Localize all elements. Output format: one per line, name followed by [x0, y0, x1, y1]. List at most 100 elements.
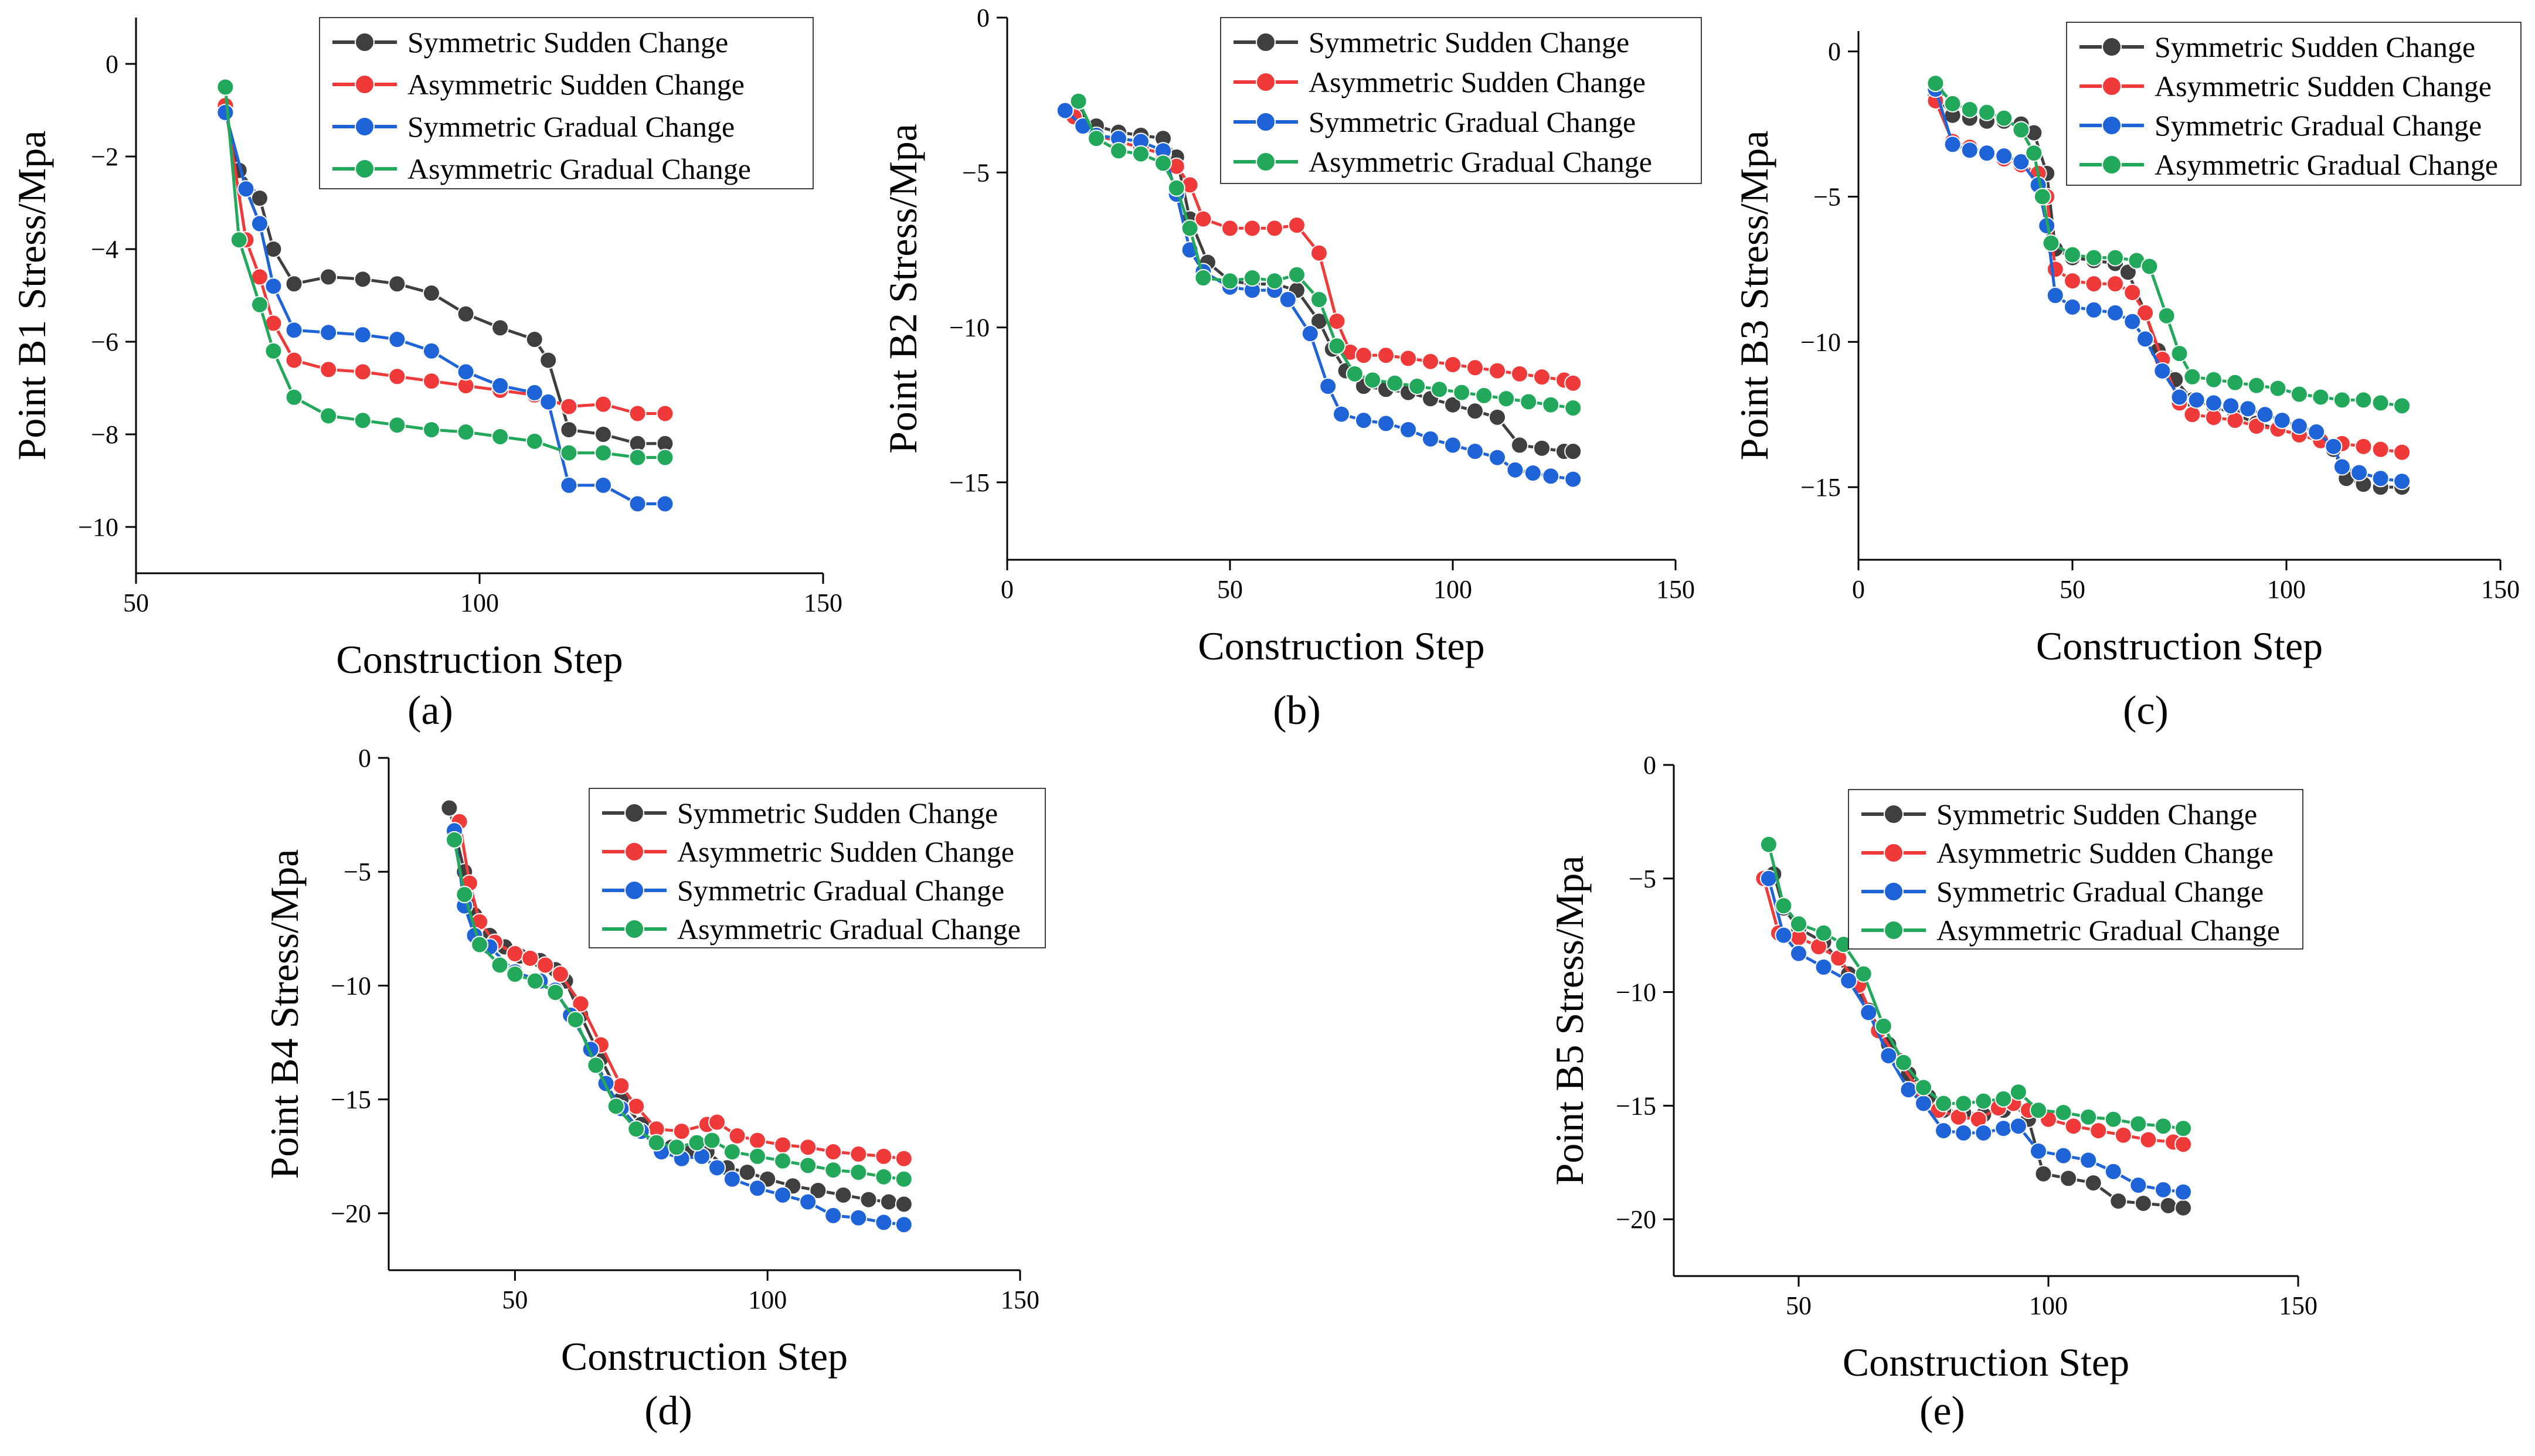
legend-frame [1848, 789, 2303, 950]
data-point [824, 1206, 842, 1224]
data-point [506, 965, 524, 984]
data-point [774, 1136, 792, 1154]
y-tick-label: −10 [1616, 978, 1656, 1007]
series-line [223, 87, 665, 459]
data-point [2333, 458, 2351, 476]
data-point [1345, 365, 1364, 383]
data-point [2312, 388, 2330, 406]
panel-label: (c) [2123, 688, 2169, 733]
data-point [647, 1134, 665, 1152]
data-point [440, 799, 458, 817]
data-point [895, 1170, 913, 1188]
legend-label: Asymmetric Sudden Change [1309, 66, 1646, 98]
legend-label: Symmetric Gradual Change [407, 110, 735, 143]
data-point [875, 1213, 893, 1232]
data-point [594, 426, 612, 443]
data-point [1955, 1094, 1973, 1113]
data-point [1110, 142, 1127, 160]
data-point [895, 1195, 913, 1213]
data-point [525, 432, 543, 450]
data-point [879, 1193, 898, 1211]
data-point [1533, 439, 1551, 457]
data-point [285, 351, 303, 369]
data-point [2064, 298, 2081, 316]
chart-panel-4: 50 100 150 0 −5 −10 −15 −20 Construction Step Poi… [262, 744, 1046, 1434]
data-point [1874, 1017, 1892, 1035]
data-point [2123, 312, 2142, 331]
data-point [216, 103, 235, 121]
data-point [1564, 470, 1582, 488]
data-point [1466, 402, 1484, 420]
data-point [2012, 121, 2030, 139]
legend-frame [589, 788, 1046, 948]
data-point [1088, 130, 1105, 148]
data-point [672, 1122, 691, 1141]
data-point [594, 476, 612, 494]
data-point [506, 945, 524, 963]
data-point [2129, 1176, 2147, 1194]
data-point [1840, 972, 1858, 990]
legend-marker [1884, 804, 1904, 824]
data-point [422, 284, 440, 302]
data-point [1301, 325, 1319, 343]
legend-label: Asymmetric Gradual Change [1309, 145, 1652, 178]
data-point [628, 404, 647, 423]
data-point [422, 372, 440, 390]
data-point [1489, 448, 1506, 467]
data-point [627, 1120, 645, 1138]
legend-label: Symmetric Sudden Change [407, 26, 728, 59]
data-point [2226, 373, 2244, 392]
y-axis-title: Point B4 Stress/Mpa [262, 849, 307, 1179]
legend-label: Asymmetric Sudden Change [407, 68, 745, 101]
y-tick-label: −20 [1616, 1205, 1656, 1234]
data-point [2256, 406, 2274, 424]
data-point [708, 1159, 726, 1177]
data-point [2084, 1174, 2102, 1192]
data-point [320, 360, 338, 379]
data-point [849, 1209, 868, 1227]
legend: Symmetric Sudden Change Asymmetric Sudden… [1848, 789, 2303, 950]
data-point [2204, 394, 2223, 412]
y-axis-title: Point B3 Stress/Mpa [1732, 131, 1776, 461]
data-point [388, 416, 406, 434]
panel-label: (d) [644, 1389, 692, 1434]
x-axis-title: Construction Step [561, 1334, 848, 1379]
data-point [703, 1131, 721, 1149]
data-point [1132, 145, 1150, 163]
data-point [354, 326, 372, 344]
data-point [708, 1113, 726, 1131]
y-axis-title: Point B2 Stress/Mpa [881, 124, 925, 454]
legend-marker [355, 159, 375, 179]
data-point [388, 368, 406, 386]
data-point [875, 1168, 893, 1186]
data-point [1955, 1124, 1973, 1142]
legend-label: Asymmetric Sudden Change [2155, 70, 2492, 103]
data-point [1221, 219, 1239, 237]
data-point [1377, 346, 1395, 365]
data-point [526, 972, 544, 990]
data-point [2170, 345, 2189, 363]
data-point [1422, 352, 1439, 370]
data-point [2393, 397, 2411, 415]
data-point [2136, 304, 2155, 322]
data-point [471, 935, 489, 954]
data-point [1790, 944, 1807, 962]
data-point [2009, 1083, 2027, 1101]
data-point [1266, 272, 1283, 290]
data-point [723, 1143, 741, 1161]
data-point [354, 363, 372, 381]
data-point [2393, 472, 2411, 491]
data-point [1542, 396, 1560, 414]
legend-label: Asymmetric Gradual Change [407, 152, 751, 185]
x-tick-label: 150 [1656, 575, 1695, 604]
data-point [230, 231, 248, 249]
legend-label: Symmetric Gradual Change [1936, 875, 2264, 908]
data-point [1564, 443, 1582, 460]
data-point [1333, 405, 1350, 423]
data-point [1444, 356, 1462, 373]
y-tick-label: −5 [962, 158, 990, 187]
data-point [264, 342, 283, 360]
data-point [2154, 1181, 2172, 1199]
data-point [525, 383, 543, 402]
data-point [320, 407, 338, 425]
